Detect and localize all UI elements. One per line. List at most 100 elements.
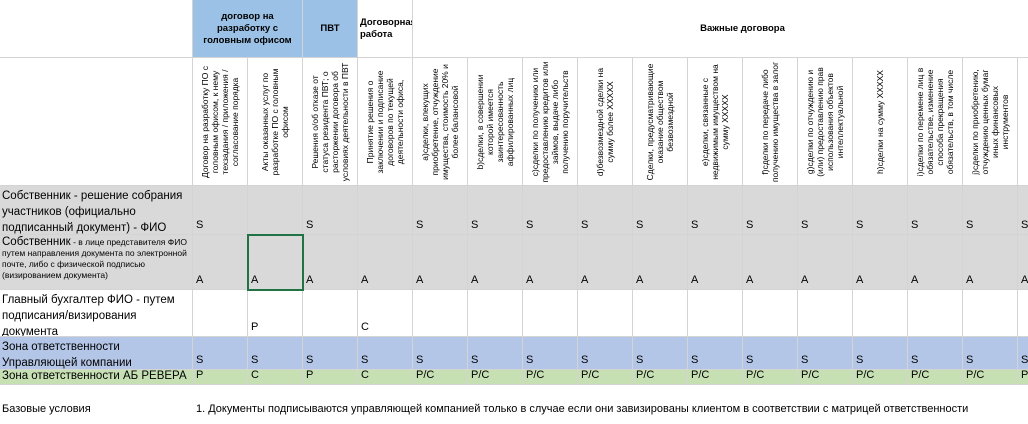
cell: S	[248, 337, 303, 370]
cell: P	[303, 370, 358, 385]
header-cell: b)сделки, в совершении которой имеется з…	[468, 58, 523, 186]
cell: P/C	[688, 370, 743, 385]
row-label: Собственник - в лице представителя ФИО п…	[2, 236, 190, 281]
cell: S	[908, 186, 963, 235]
cell-value: A	[966, 274, 974, 286]
cell: P/C	[798, 370, 853, 385]
header-cell: f)сделки по передаче либо получению имущ…	[743, 58, 798, 186]
label-part: Главный бухгалтер ФИО - путем подписания…	[2, 294, 175, 337]
selection	[247, 234, 304, 291]
header-cell: Исследования	[1018, 58, 1028, 186]
cell-value: S	[196, 354, 204, 366]
label-part: - в лице представителя ФИО путем направл…	[2, 237, 187, 280]
header-cell: c)сделки по получению или предоставлению…	[523, 58, 578, 186]
column-header: Акты оказанных услуг по разработке ПО с …	[260, 68, 290, 176]
cell	[358, 186, 413, 235]
cell-value: S	[801, 354, 809, 366]
group-header: ПВТ	[303, 0, 358, 58]
cell-value: S	[306, 354, 314, 366]
cell-value: A	[361, 274, 369, 286]
cell: S	[413, 186, 468, 235]
cell: S	[798, 186, 853, 235]
cell: A	[908, 235, 963, 290]
cell: A	[358, 235, 413, 290]
label-part: Зона ответственности АБ РЕВЕРА	[2, 370, 187, 382]
cell-value: S	[691, 219, 699, 231]
cell: S	[688, 186, 743, 235]
cell-value: P/C	[966, 370, 985, 381]
cell: A	[193, 235, 248, 290]
cell-value: A	[306, 274, 314, 286]
cell-value: C	[361, 370, 369, 381]
cell-value: P/C	[636, 370, 655, 381]
cell	[798, 290, 853, 337]
cell: A	[743, 235, 798, 290]
cell-value: S	[966, 354, 974, 366]
cell: P	[248, 290, 303, 337]
row-label-cell: Главный бухгалтер ФИО - путем подписания…	[0, 290, 193, 337]
footer-text: 1. Документы подписываются управляющей к…	[196, 403, 969, 415]
header-cell: d)безвозмездной сделки на сумму более XX…	[578, 58, 633, 186]
header-cell: Договор на разработку ПО с головным офис…	[193, 58, 248, 186]
header-cell: Сделки, предусматривающие оказание общес…	[633, 58, 688, 186]
cell-value: P/C	[746, 370, 765, 381]
cell-value: P/C	[471, 370, 490, 381]
cell: S	[578, 186, 633, 235]
corner	[0, 0, 193, 58]
cell-value: S	[801, 219, 809, 231]
cell: A	[963, 235, 1018, 290]
cell: P/C	[963, 370, 1018, 385]
cell-value: S	[306, 219, 314, 231]
cell-value: S	[361, 354, 369, 366]
cell: A	[688, 235, 743, 290]
cell-value: S	[636, 354, 644, 366]
cell: S	[963, 337, 1018, 370]
row-label-cell: Собственник - решение собрания участнико…	[0, 186, 193, 235]
column-header: a)сделки, влекущих приобретение, отчужде…	[420, 63, 460, 180]
cell-value: S	[856, 354, 864, 366]
cell-value: C	[251, 370, 259, 381]
cell	[963, 290, 1018, 337]
cell: P/C	[523, 370, 578, 385]
cell-value: S	[581, 354, 589, 366]
cell-value: A	[526, 274, 534, 286]
header-cell: a)сделки, влекущих приобретение, отчужде…	[413, 58, 468, 186]
cell	[743, 290, 798, 337]
cell: C	[358, 370, 413, 385]
row-label-cell: Собственник - в лице представителя ФИО п…	[0, 235, 193, 290]
cell: A	[303, 235, 358, 290]
column-header: f)сделки по передаче либо получению имущ…	[760, 61, 780, 182]
cell-value: S	[1021, 354, 1028, 366]
cell-value: S	[636, 219, 644, 231]
footer-label: Базовые условия	[2, 403, 91, 415]
label-part: Собственник	[2, 236, 71, 248]
cell: S	[1018, 186, 1028, 235]
cell-value: S	[911, 219, 919, 231]
row-label: Зона ответственности АБ РЕВЕРА	[2, 370, 190, 384]
cell: S	[468, 186, 523, 235]
cell: S	[688, 337, 743, 370]
cell-value: A	[746, 274, 754, 286]
cell-value: P/C	[691, 370, 710, 381]
cell-value: P/C	[581, 370, 600, 381]
cell: S	[193, 186, 248, 235]
cell: A	[578, 235, 633, 290]
cell-value: S	[196, 219, 204, 231]
label-part: Зона ответственности Управляющей компани…	[2, 341, 132, 369]
cell-value: S	[471, 354, 479, 366]
column-header: Сделки, предусматривающие оказание общес…	[645, 63, 675, 180]
cell-value: P/C	[416, 370, 435, 381]
cell-value: P/C	[911, 370, 930, 381]
cell: S	[798, 337, 853, 370]
cell-value: A	[856, 274, 864, 286]
header-cell: i)сделки по перемене лиц в обязательстве…	[908, 58, 963, 186]
cell: S	[303, 337, 358, 370]
cell: S	[1018, 337, 1028, 370]
cell	[413, 290, 468, 337]
group-header: договор на разработку с головным офисом	[193, 0, 303, 58]
cell	[688, 290, 743, 337]
cell: S	[853, 186, 908, 235]
cell-value: A	[801, 274, 809, 286]
cell	[523, 290, 578, 337]
row-label: Главный бухгалтер ФИО - путем подписания…	[2, 292, 190, 337]
